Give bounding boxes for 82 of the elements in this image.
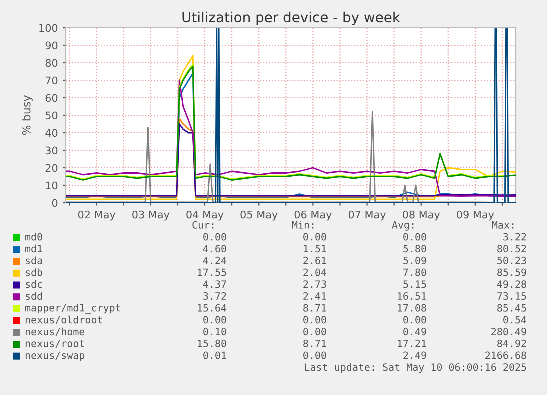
text: 80.52 — [498, 245, 526, 253]
y-tick-label: 90 — [46, 42, 58, 50]
text: 73.15 — [498, 292, 526, 300]
y-tick-label: 30 — [46, 146, 58, 155]
x-tick-label: 08 May — [402, 210, 440, 221]
legend-label: nexus/oldroot — [26, 316, 102, 325]
text: 5.09 — [404, 256, 426, 264]
y-tick-label: 60 — [46, 94, 58, 102]
text: 2.04 — [304, 268, 327, 276]
y-tick-label: 10 — [46, 182, 58, 190]
text: 5.80 — [404, 245, 426, 253]
y-axis-title: % busy — [22, 96, 33, 136]
text: 17.21 — [398, 340, 426, 348]
text: 4.37 — [203, 280, 226, 288]
text: Last update: Sat May 10 06:00:16 2025 — [305, 363, 526, 374]
text: 0.00 — [304, 233, 326, 241]
text: 17.08 — [398, 304, 426, 312]
text: Max: — [492, 221, 514, 229]
text: 17.55 — [198, 268, 226, 276]
text: 15.80 — [198, 340, 226, 348]
text: 0.49 — [404, 328, 426, 336]
y-tick-label: 20 — [46, 164, 58, 172]
text: 7.80 — [404, 268, 426, 276]
text: 84.92 — [498, 340, 526, 348]
x-tick-label: 03 May — [132, 210, 170, 221]
text: 2.61 — [304, 256, 326, 264]
text: 8.71 — [304, 340, 326, 348]
y-tick-label: 0 — [52, 199, 58, 208]
legend-label: nexus/swap — [26, 352, 85, 362]
text: 0.00 — [204, 316, 226, 324]
line-series — [66, 124, 516, 197]
text: 0.54 — [504, 316, 527, 324]
text: 16.51 — [398, 292, 426, 300]
legend-label: md1 — [26, 244, 42, 253]
text: 4.60 — [203, 245, 226, 253]
text: 2166.68 — [486, 352, 526, 360]
chart-title: Utilization per device - by week — [182, 12, 400, 26]
text: 0.00 — [204, 233, 226, 241]
y-tick-label: 40 — [46, 129, 58, 138]
legend-label: nexus/root — [26, 340, 84, 348]
legend-label: sdc — [26, 280, 42, 288]
text: 2.73 — [304, 280, 326, 288]
legend-label: mapper/md1_crypt — [26, 304, 120, 314]
text: 85.59 — [498, 268, 526, 276]
text: 5.15 — [404, 280, 426, 288]
y-tick-label: 100 — [40, 24, 58, 32]
text: Cur: — [192, 221, 214, 229]
y-tick-label: 50 — [46, 112, 58, 120]
text: 2.49 — [404, 352, 426, 360]
x-tick-label: 02 May — [78, 210, 116, 221]
x-tick-label: 07 May — [348, 210, 386, 221]
text: 0.01 — [204, 352, 226, 360]
text: 1.51 — [304, 245, 326, 253]
text: 0.00 — [404, 233, 426, 241]
text: 4.24 — [203, 256, 227, 264]
text: 2.41 — [304, 292, 326, 300]
text: 3.72 — [204, 292, 226, 300]
text: 0.00 — [304, 328, 326, 336]
x-tick-label: 04 May — [186, 210, 224, 221]
text: 0.00 — [304, 352, 326, 360]
text: Min: — [292, 221, 314, 229]
text: 50.23 — [498, 256, 526, 264]
legend-label: nexus/home — [26, 328, 85, 336]
x-tick-label: 09 May — [457, 210, 494, 221]
x-tick-label: 06 May — [294, 210, 332, 221]
text: 49.28 — [497, 280, 526, 288]
x-tick-label: 05 May — [240, 210, 278, 221]
text: 85.45 — [498, 304, 526, 312]
text: Avg: — [392, 221, 414, 231]
legend-label: md0 — [26, 233, 42, 241]
legend-label: sda — [26, 256, 42, 264]
text: 8.71 — [304, 304, 326, 312]
text: 0.00 — [404, 316, 426, 324]
text: 0.10 — [204, 328, 226, 336]
legend-label: sdd — [26, 292, 42, 300]
legend-label: sdb — [26, 268, 42, 276]
text: 15.64 — [198, 304, 227, 312]
text: 0.00 — [304, 316, 326, 324]
text: 280.49 — [492, 328, 526, 336]
text: 3.22 — [504, 233, 526, 241]
y-tick-label: 70 — [46, 76, 58, 85]
y-tick-label: 80 — [46, 59, 58, 68]
